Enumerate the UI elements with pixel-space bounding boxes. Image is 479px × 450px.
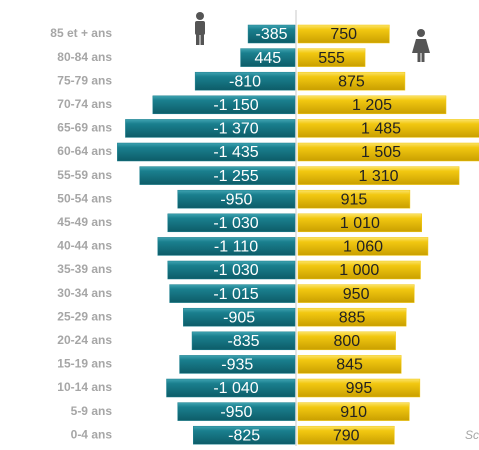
category-label: 35-39 ans — [57, 262, 112, 276]
category-label: 45-49 ans — [57, 215, 112, 229]
male-bar — [152, 95, 296, 115]
category-label: 30-34 ans — [57, 286, 112, 300]
value-label: -810 — [229, 73, 261, 90]
value-label: -1 435 — [213, 144, 258, 161]
value-label: 800 — [333, 333, 360, 350]
category-label: 5-9 ans — [71, 404, 113, 418]
category-label: 85 et + ans — [50, 26, 112, 40]
female-bar — [297, 331, 396, 351]
value-label: -950 — [220, 191, 252, 208]
value-label: 445 — [254, 50, 281, 67]
source: Sc — [465, 428, 479, 442]
male-bar — [194, 71, 296, 91]
value-label: -1 030 — [213, 215, 258, 232]
male-bar — [167, 213, 296, 233]
category-label: 25-29 ans — [57, 309, 112, 323]
value-label: 1 205 — [352, 97, 392, 114]
female-bar — [297, 166, 460, 185]
value-label: 1 010 — [340, 215, 380, 232]
male-bar — [179, 355, 296, 374]
value-label: 845 — [336, 357, 363, 374]
male-bar — [183, 307, 296, 327]
category-label: 65-69 ans — [57, 121, 112, 135]
category-label: 15-19 ans — [57, 357, 112, 371]
value-label: 1 485 — [361, 121, 401, 138]
male-bar — [177, 402, 296, 421]
value-label: -1 150 — [213, 97, 258, 114]
female-bar — [297, 213, 422, 233]
value-label: -950 — [220, 404, 252, 421]
category-label: 10-14 ans — [57, 380, 112, 394]
female-bar — [297, 142, 479, 162]
female-bar — [297, 24, 390, 44]
value-label: -1 110 — [214, 239, 258, 256]
value-label: -1 370 — [213, 121, 258, 138]
category-label: 60-64 ans — [57, 144, 112, 158]
female-bar — [297, 71, 406, 91]
female-bar — [297, 402, 410, 421]
female-bar — [297, 284, 415, 303]
female-bar — [297, 425, 395, 445]
value-label: 875 — [338, 73, 365, 90]
category-label: 75-79 ans — [57, 73, 112, 87]
value-label: 1 310 — [359, 168, 399, 185]
male-bar — [167, 260, 296, 280]
female-bar — [297, 378, 421, 398]
female-bar — [297, 355, 402, 374]
female-bar — [297, 189, 411, 209]
value-label: -1 015 — [213, 286, 258, 303]
value-label: -1 040 — [213, 380, 258, 397]
male-bar — [240, 48, 296, 67]
category-label: 50-54 ans — [57, 191, 112, 205]
male-bar — [139, 166, 296, 185]
female-bar — [297, 48, 366, 67]
value-label: 1 060 — [343, 239, 383, 256]
category-label: 20-24 ans — [57, 333, 112, 347]
female-bar — [297, 237, 429, 256]
male-bar — [166, 378, 296, 398]
female-bar — [297, 307, 407, 327]
value-label: -835 — [228, 333, 260, 350]
value-label: 995 — [346, 380, 373, 397]
male-icon — [195, 12, 205, 45]
male-bar — [193, 425, 296, 445]
category-label: 70-74 ans — [57, 97, 112, 111]
value-label: 750 — [330, 26, 357, 43]
male-bar — [125, 119, 296, 138]
male-bar — [169, 284, 296, 303]
female-bar — [297, 260, 421, 280]
category-label: 40-44 ans — [57, 239, 112, 253]
value-label: 950 — [343, 286, 370, 303]
value-label: -1 255 — [213, 168, 258, 185]
value-label: 910 — [340, 404, 367, 421]
value-label: 790 — [333, 427, 360, 444]
value-label: -1 030 — [213, 262, 258, 279]
value-label: -825 — [228, 427, 260, 444]
value-label: 885 — [339, 309, 366, 326]
male-bar — [247, 24, 296, 44]
male-bar — [117, 142, 296, 162]
value-label: 1 000 — [339, 262, 379, 279]
value-label: 555 — [318, 50, 345, 67]
male-bar — [177, 189, 296, 209]
value-label: -385 — [256, 26, 288, 43]
female-icon — [412, 29, 430, 62]
value-label: 915 — [341, 191, 368, 208]
value-label: 1 505 — [361, 144, 401, 161]
category-label: 0-4 ans — [71, 427, 113, 441]
category-label: 55-59 ans — [57, 168, 112, 182]
male-bar — [191, 331, 296, 351]
male-bar — [157, 237, 296, 256]
female-bar — [297, 119, 479, 138]
category-label: 80-84 ans — [57, 50, 112, 64]
value-label: -935 — [221, 357, 253, 374]
female-bar — [297, 95, 447, 115]
value-label: -905 — [223, 309, 255, 326]
